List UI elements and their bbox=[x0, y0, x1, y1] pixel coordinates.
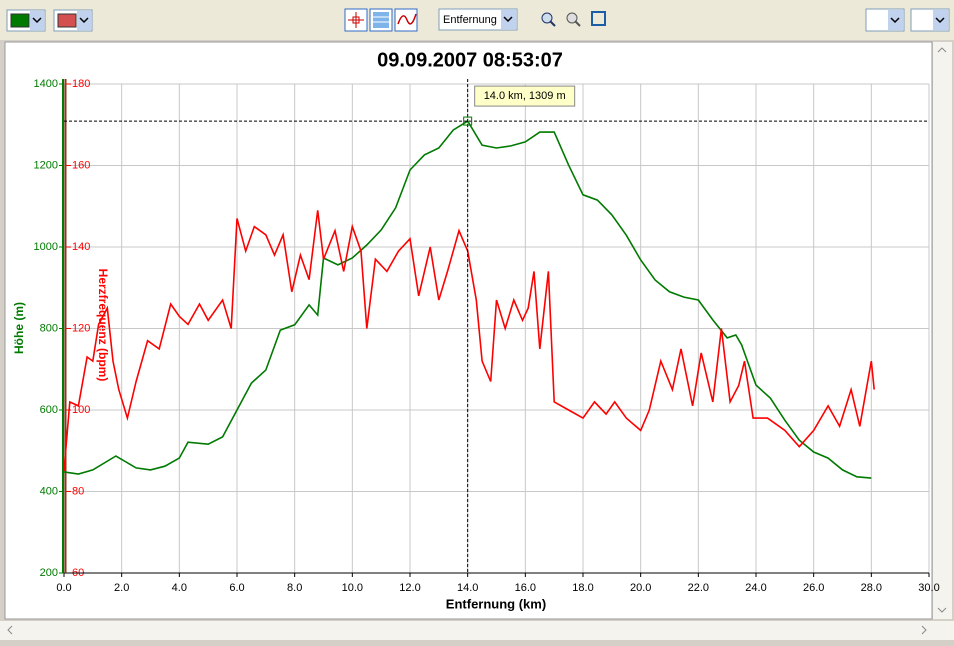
x-tick-label: 2.0 bbox=[114, 582, 129, 594]
curve-button[interactable] bbox=[394, 8, 418, 32]
x-tick-label: 0.0 bbox=[56, 582, 71, 594]
y-tick-label: 200 bbox=[40, 567, 58, 579]
x-tick-label: 6.0 bbox=[229, 582, 244, 594]
color-picker[interactable] bbox=[6, 9, 46, 32]
zoom-out[interactable] bbox=[566, 12, 581, 27]
y-tick-label: 600 bbox=[40, 404, 58, 416]
dropdown[interactable] bbox=[910, 8, 950, 32]
chart-title: 09.09.2007 08:53:07 bbox=[377, 49, 563, 71]
y-tick-label: 800 bbox=[40, 322, 58, 334]
y-axis-label: Höhe (m) bbox=[12, 302, 26, 354]
x-tick-label: 14.0 bbox=[457, 582, 478, 594]
y-tick-label: 1400 bbox=[34, 78, 58, 90]
x-tick-label: 8.0 bbox=[287, 582, 302, 594]
crosshair-marker bbox=[463, 116, 473, 126]
x-tick-label: 24.0 bbox=[745, 582, 766, 594]
tooltip-box bbox=[474, 85, 576, 107]
x-tick-label: 22.0 bbox=[688, 582, 709, 594]
v-scrollbar[interactable] bbox=[933, 42, 952, 619]
tooltip-text: 14.0 km, 1309 m bbox=[484, 90, 566, 102]
y-tick-label: 1000 bbox=[34, 241, 58, 253]
y2-axis-label: Herzfrequenz (bpm) bbox=[96, 269, 110, 382]
y2-tick-label: 180 bbox=[72, 78, 90, 90]
y-tick-label: 400 bbox=[40, 485, 58, 497]
y2-tick-label: 100 bbox=[72, 404, 90, 416]
y2-tick-label: 80 bbox=[72, 485, 84, 497]
x-tick-label: 4.0 bbox=[172, 582, 187, 594]
y2-tick-label: 140 bbox=[72, 241, 90, 253]
dropdown[interactable] bbox=[865, 8, 905, 32]
x-tick-label: 10.0 bbox=[342, 582, 363, 594]
x-axis-label: Entfernung (km) bbox=[446, 596, 546, 611]
x-tick-label: 26.0 bbox=[803, 582, 824, 594]
crosshair-button[interactable] bbox=[344, 8, 368, 32]
line-series bbox=[63, 210, 875, 472]
y-tick-label: 1200 bbox=[34, 159, 58, 171]
x-tick-label: 20.0 bbox=[630, 582, 651, 594]
line-series bbox=[63, 119, 872, 479]
y2-tick-label: 120 bbox=[72, 322, 90, 334]
plot: 0.0 2.0 4.0 6.0 8.0 10.0 12.0 14.0 16.0 18.0 20.0 2… bbox=[34, 78, 940, 594]
axis-select-text: Entfernung bbox=[443, 14, 497, 26]
zoom-in[interactable] bbox=[541, 12, 556, 27]
x-tick-label: 12.0 bbox=[399, 582, 420, 594]
h-scrollbar[interactable] bbox=[0, 621, 954, 640]
y2-tick-label: 160 bbox=[72, 159, 90, 171]
x-tick-label: 28.0 bbox=[861, 582, 882, 594]
zoom-fit[interactable] bbox=[591, 11, 606, 26]
color-picker[interactable] bbox=[53, 9, 93, 32]
x-tick-label: 18.0 bbox=[572, 582, 593, 594]
chart-panel bbox=[4, 41, 933, 620]
axis-select[interactable]: Entfernung bbox=[438, 8, 518, 31]
x-tick-label: 30.0 bbox=[918, 582, 939, 594]
grid-button[interactable] bbox=[369, 8, 393, 32]
x-tick-label: 16.0 bbox=[515, 582, 536, 594]
